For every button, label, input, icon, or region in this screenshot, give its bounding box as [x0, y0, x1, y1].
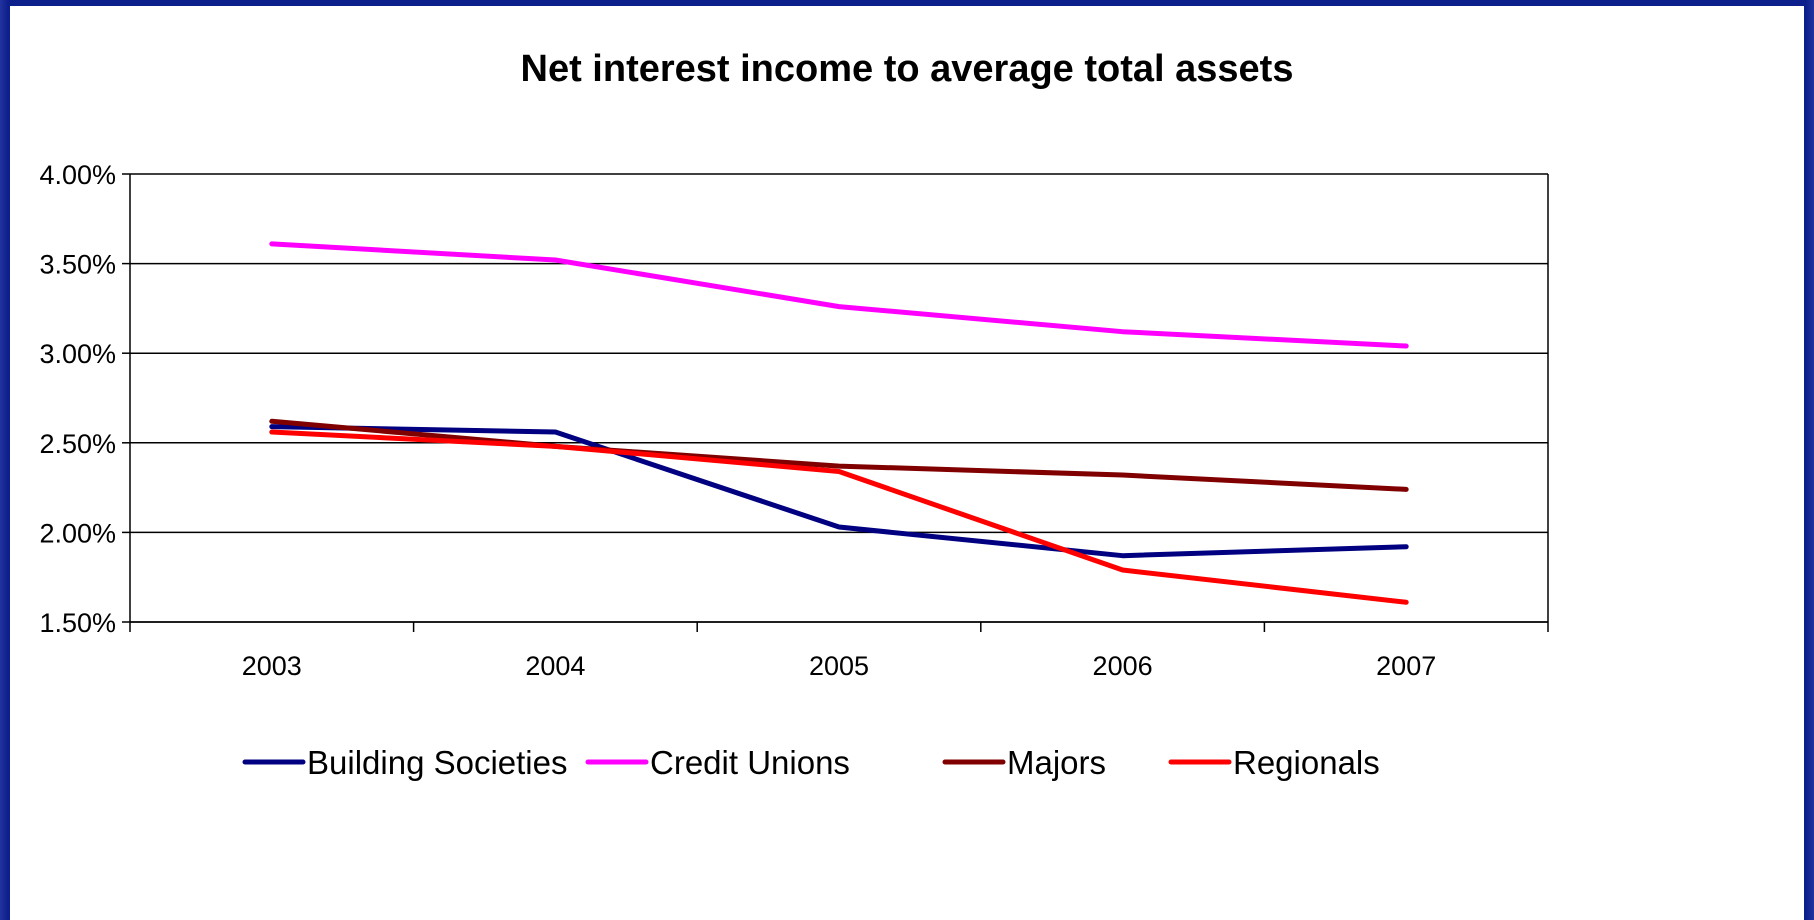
- chart-panel: [10, 6, 1804, 920]
- x-tick-label: 2007: [1376, 651, 1436, 681]
- y-tick-label: 3.00%: [39, 339, 116, 369]
- x-tick-label: 2006: [1093, 651, 1153, 681]
- legend-label: Regionals: [1233, 744, 1380, 781]
- series-line-building-societies: [269, 424, 1409, 559]
- x-tick-label: 2003: [242, 651, 302, 681]
- series-line-majors: [269, 418, 1409, 492]
- series-line-regionals: [269, 429, 1409, 605]
- y-tick-label: 3.50%: [39, 250, 116, 280]
- y-tick-label: 1.50%: [39, 608, 116, 638]
- y-tick-label: 2.00%: [39, 518, 116, 548]
- chart-title: Net interest income to average total ass…: [520, 48, 1294, 90]
- y-tick-label: 4.00%: [39, 160, 116, 190]
- y-tick-label: 2.50%: [39, 429, 116, 459]
- x-tick-label: 2004: [525, 651, 585, 681]
- x-tick-label: 2005: [809, 651, 869, 681]
- legend-label: Credit Unions: [650, 744, 850, 781]
- series-line-credit-unions: [269, 241, 1409, 349]
- legend-label: Majors: [1007, 744, 1106, 781]
- legend-label: Building Societies: [307, 744, 568, 781]
